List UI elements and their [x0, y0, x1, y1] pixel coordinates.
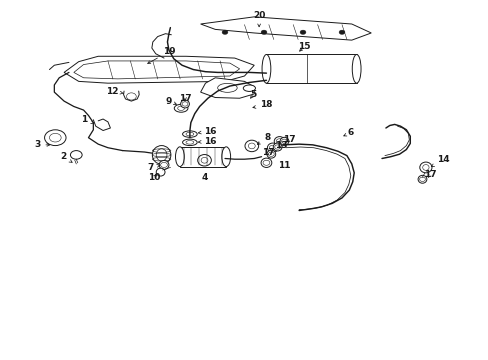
Text: 17: 17 — [424, 170, 436, 179]
Text: 4: 4 — [201, 173, 207, 182]
Text: 1: 1 — [81, 115, 94, 124]
Text: 11: 11 — [277, 161, 289, 170]
Text: 20: 20 — [252, 11, 265, 27]
Ellipse shape — [261, 158, 271, 167]
Text: 3: 3 — [34, 140, 50, 149]
Text: 6: 6 — [343, 128, 353, 137]
Text: 7: 7 — [147, 163, 160, 172]
Text: 14: 14 — [430, 155, 449, 167]
Ellipse shape — [274, 136, 285, 146]
Polygon shape — [266, 54, 356, 83]
Ellipse shape — [243, 85, 255, 91]
Text: 12: 12 — [105, 86, 123, 95]
Polygon shape — [200, 17, 370, 40]
Text: 17: 17 — [283, 135, 295, 144]
Ellipse shape — [182, 131, 197, 137]
Ellipse shape — [244, 140, 258, 152]
Text: 15: 15 — [297, 42, 309, 51]
Polygon shape — [64, 56, 254, 83]
Ellipse shape — [180, 100, 189, 108]
Circle shape — [300, 30, 305, 35]
Text: 13: 13 — [274, 141, 287, 150]
Ellipse shape — [182, 139, 197, 145]
Circle shape — [222, 30, 227, 35]
Ellipse shape — [175, 147, 184, 167]
Text: 10: 10 — [148, 173, 160, 182]
Circle shape — [338, 30, 344, 35]
Ellipse shape — [152, 145, 170, 164]
Ellipse shape — [156, 168, 164, 176]
Ellipse shape — [419, 162, 431, 173]
Text: 8: 8 — [257, 133, 270, 144]
Circle shape — [70, 150, 82, 159]
Ellipse shape — [197, 154, 211, 166]
Ellipse shape — [222, 147, 230, 167]
Text: 19: 19 — [147, 47, 175, 63]
Ellipse shape — [280, 137, 288, 145]
Ellipse shape — [351, 54, 360, 83]
Ellipse shape — [266, 150, 275, 158]
Ellipse shape — [159, 161, 168, 170]
Text: 2: 2 — [60, 152, 72, 162]
Ellipse shape — [273, 143, 282, 151]
Text: 9: 9 — [165, 96, 176, 105]
Polygon shape — [180, 147, 226, 167]
Text: 16: 16 — [198, 127, 217, 136]
Ellipse shape — [262, 54, 270, 83]
Text: 17: 17 — [261, 148, 274, 157]
Polygon shape — [200, 78, 254, 98]
Circle shape — [261, 30, 266, 35]
Text: 18: 18 — [252, 100, 272, 109]
Ellipse shape — [174, 104, 187, 112]
Ellipse shape — [217, 84, 237, 92]
Text: 16: 16 — [198, 137, 217, 146]
Text: 5: 5 — [250, 90, 256, 99]
Circle shape — [44, 130, 66, 145]
Ellipse shape — [417, 175, 426, 183]
Text: 17: 17 — [178, 94, 191, 103]
Ellipse shape — [267, 143, 278, 152]
